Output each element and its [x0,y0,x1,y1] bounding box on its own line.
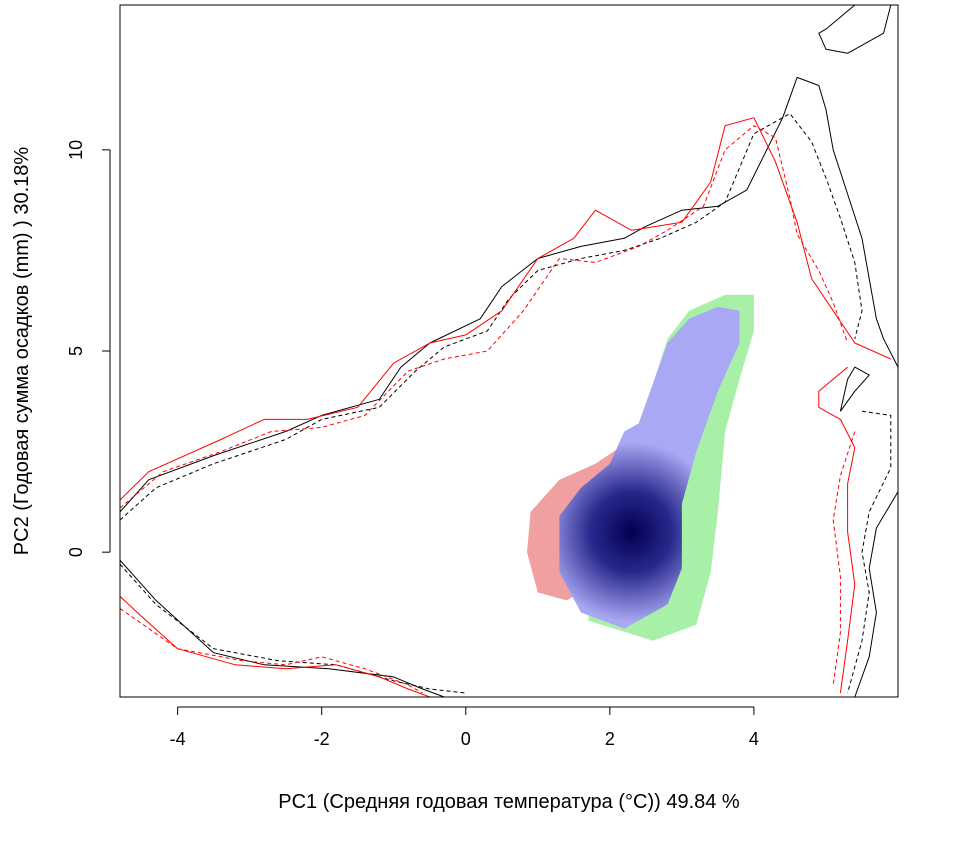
x-tick-label: -2 [314,729,330,749]
x-tick-label: 4 [749,729,759,749]
red-dashed-contour-11 [120,125,849,509]
black-solid-contour-4 [854,491,898,697]
black-solid-contour-3 [120,559,445,697]
black-solid-contour-0 [120,76,898,513]
y-axis-title: PC2 (Годовая сумма осадков (mm) ) 30.18% [11,147,33,556]
x-tick-label: 0 [461,729,471,749]
red-solid-contour-10 [120,596,430,697]
x-tick-label: 2 [605,729,615,749]
red-solid-contour-9 [818,366,856,694]
black-solid-contour-1 [818,5,892,54]
red-dashed-contour-13 [120,608,423,694]
black-dashed-contour-5 [120,113,863,521]
x-axis: -4 -2 0 2 4 [170,706,759,749]
black-dashed-contour-7 [120,563,466,694]
y-tick-label: 10 [66,140,86,160]
black-solid-contour-2 [839,366,870,412]
x-tick-label: -4 [170,729,186,749]
x-axis-title: PC1 (Средняя годовая температура (°C)) 4… [278,791,740,813]
blue-density-region [559,306,740,629]
red-dashed-contour-12 [832,431,856,685]
plot-frame [119,4,899,698]
black-dashed-contour-6 [847,410,892,694]
density-regions [527,294,754,641]
contour-lines [120,5,898,697]
red-solid-contour-8 [120,117,892,501]
y-tick-label: 0 [66,547,86,557]
y-tick-label: 5 [66,346,86,356]
y-axis: 0 5 10 [66,140,111,557]
